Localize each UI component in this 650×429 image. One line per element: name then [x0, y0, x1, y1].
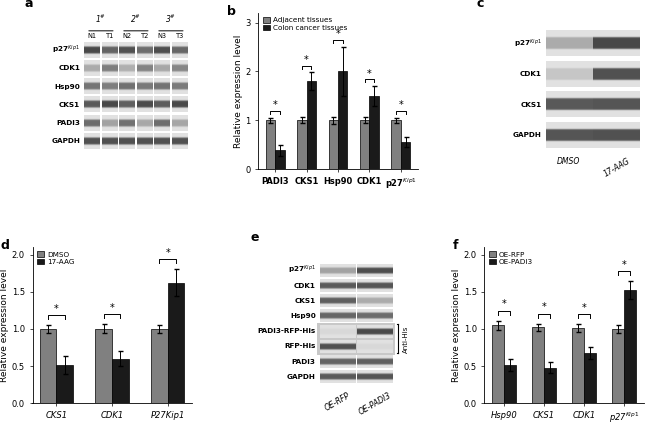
Text: 2$^{\#}$: 2$^{\#}$ [131, 12, 142, 24]
Text: CDK1: CDK1 [520, 71, 541, 77]
Bar [168, 283, 185, 403]
Text: CKS1: CKS1 [59, 102, 80, 108]
Bar [612, 329, 624, 403]
Bar [544, 368, 556, 403]
Bar [266, 120, 275, 169]
Text: 3$^{\#}$: 3$^{\#}$ [165, 12, 176, 24]
Text: GAPDH: GAPDH [51, 138, 80, 144]
Text: N2: N2 [123, 33, 132, 39]
Bar [624, 290, 636, 403]
Legend: Adjacent tissues, Colon cancer tissues: Adjacent tissues, Colon cancer tissues [262, 16, 348, 32]
Text: GAPDH: GAPDH [287, 374, 316, 380]
Text: CDK1: CDK1 [294, 283, 316, 289]
Bar [57, 365, 73, 403]
Text: OE-PADI3: OE-PADI3 [357, 391, 393, 417]
Text: b: b [227, 5, 235, 18]
Text: CKS1: CKS1 [294, 298, 316, 304]
Text: p27$^{Kip1}$: p27$^{Kip1}$ [288, 264, 316, 276]
Bar [297, 120, 307, 169]
Text: *: * [582, 303, 586, 313]
Text: p27$^{Kip1}$: p27$^{Kip1}$ [514, 38, 541, 50]
Text: *: * [501, 299, 506, 309]
Text: Anti-His: Anti-His [403, 325, 410, 353]
Bar [360, 120, 369, 169]
Text: CDK1: CDK1 [58, 65, 80, 71]
Text: f: f [452, 239, 458, 252]
Text: Hsp90: Hsp90 [55, 84, 80, 90]
Text: PADI3: PADI3 [57, 120, 80, 126]
Y-axis label: Relative expression level: Relative expression level [452, 269, 461, 382]
Bar [112, 359, 129, 403]
Text: DMSO: DMSO [557, 157, 580, 166]
Text: *: * [165, 248, 170, 258]
Text: N3: N3 [158, 33, 166, 39]
Bar [504, 365, 515, 403]
Text: 17-AAG: 17-AAG [602, 157, 631, 179]
Text: a: a [25, 0, 33, 10]
Text: Hsp90: Hsp90 [290, 313, 316, 319]
Bar [151, 329, 168, 403]
Text: *: * [304, 55, 309, 65]
Text: PADI3-RFP-His: PADI3-RFP-His [257, 328, 316, 334]
Bar [584, 353, 596, 403]
Text: 1$^{\#}$: 1$^{\#}$ [96, 12, 107, 24]
Text: T2: T2 [140, 33, 149, 39]
Y-axis label: Relative expression level: Relative expression level [233, 34, 242, 148]
Text: OE-RFP: OE-RFP [323, 391, 352, 413]
Text: *: * [622, 260, 627, 270]
Text: p27$^{Kip1}$: p27$^{Kip1}$ [52, 44, 80, 56]
Bar [491, 325, 504, 403]
Text: T3: T3 [176, 33, 184, 39]
Text: e: e [250, 231, 259, 244]
Y-axis label: Relative expression level: Relative expression level [0, 269, 9, 382]
Text: GAPDH: GAPDH [513, 132, 541, 138]
Legend: DMSO, 17-AAG: DMSO, 17-AAG [36, 251, 75, 266]
Bar [96, 329, 112, 403]
Text: *: * [54, 304, 58, 314]
Text: c: c [476, 0, 484, 10]
Text: *: * [398, 100, 403, 110]
Text: *: * [367, 69, 372, 79]
Bar [401, 142, 410, 169]
Bar [307, 81, 316, 169]
Bar [40, 329, 57, 403]
Legend: OE-RFP, OE-PADI3: OE-RFP, OE-PADI3 [488, 251, 534, 266]
Text: d: d [1, 239, 10, 252]
Text: PADI3: PADI3 [292, 359, 316, 365]
Text: RFP-His: RFP-His [284, 344, 316, 350]
Text: *: * [541, 302, 546, 312]
Text: *: * [110, 303, 114, 313]
Text: *: * [335, 30, 341, 39]
Bar [275, 151, 285, 169]
Text: CKS1: CKS1 [521, 102, 541, 108]
Text: T1: T1 [105, 33, 114, 39]
Bar [317, 323, 395, 355]
Text: *: * [273, 100, 278, 110]
Bar [369, 96, 379, 169]
Bar [572, 328, 584, 403]
Bar [328, 120, 338, 169]
Bar [532, 327, 544, 403]
Bar [338, 71, 348, 169]
Bar [391, 120, 401, 169]
Text: N1: N1 [88, 33, 97, 39]
